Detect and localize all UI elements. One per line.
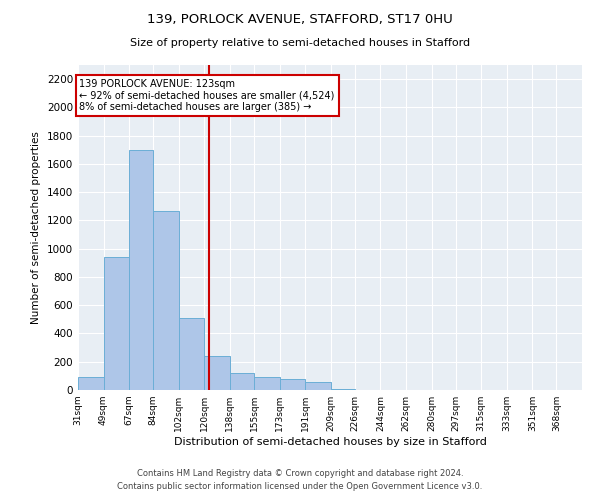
Bar [205, 356, 230, 390]
Bar [104, 257, 129, 390]
Text: Contains HM Land Registry data © Crown copyright and database right 2024.: Contains HM Land Registry data © Crown c… [137, 468, 463, 477]
Bar [254, 378, 280, 390]
Bar [78, 378, 104, 390]
Text: Contains public sector information licensed under the Open Government Licence v3: Contains public sector information licen… [118, 482, 482, 491]
Bar [129, 150, 153, 390]
Bar [179, 318, 205, 390]
Text: 139, PORLOCK AVENUE, STAFFORD, ST17 0HU: 139, PORLOCK AVENUE, STAFFORD, ST17 0HU [147, 12, 453, 26]
Bar [305, 382, 331, 390]
Bar [153, 210, 179, 390]
X-axis label: Distribution of semi-detached houses by size in Stafford: Distribution of semi-detached houses by … [173, 437, 487, 447]
Bar [280, 378, 305, 390]
Text: Size of property relative to semi-detached houses in Stafford: Size of property relative to semi-detach… [130, 38, 470, 48]
Text: 139 PORLOCK AVENUE: 123sqm
← 92% of semi-detached houses are smaller (4,524)
8% : 139 PORLOCK AVENUE: 123sqm ← 92% of semi… [79, 79, 335, 112]
Bar [230, 373, 254, 390]
Y-axis label: Number of semi-detached properties: Number of semi-detached properties [31, 131, 41, 324]
Bar [331, 388, 355, 390]
